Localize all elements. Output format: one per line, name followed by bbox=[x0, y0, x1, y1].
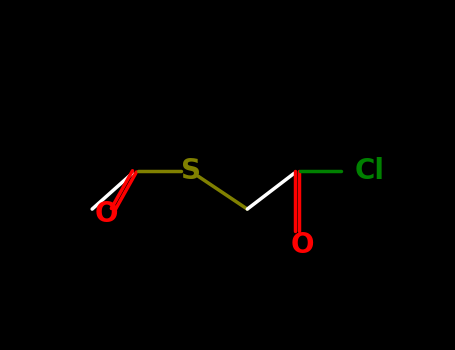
Text: O: O bbox=[290, 231, 313, 259]
Text: Cl: Cl bbox=[355, 158, 385, 186]
Text: O: O bbox=[95, 201, 118, 229]
Text: S: S bbox=[181, 158, 201, 186]
